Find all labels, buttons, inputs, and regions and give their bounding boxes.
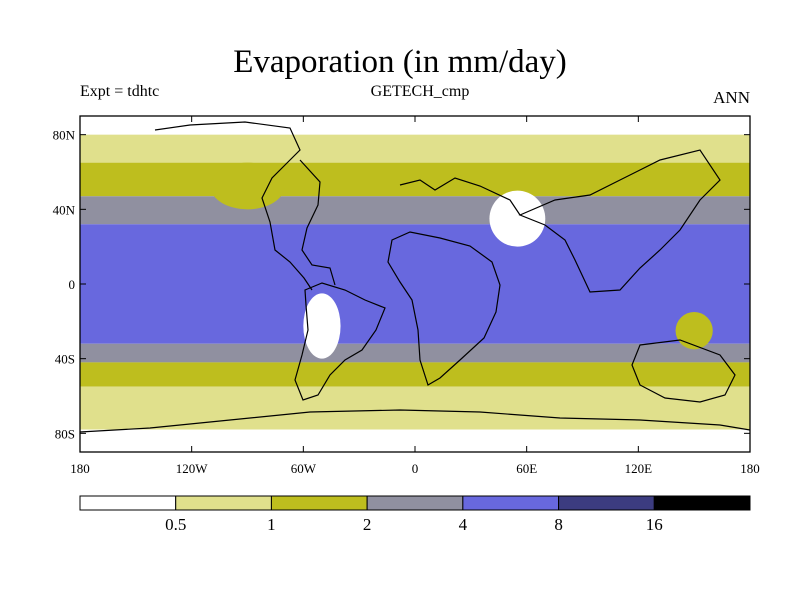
colorbar-swatch-0 <box>79 495 177 511</box>
regional-anomaly-0 <box>303 293 341 359</box>
zonal-band-4 <box>80 224 750 344</box>
colorbar-swatch-1 <box>175 495 272 511</box>
regional-anomaly-1 <box>489 190 546 247</box>
x-tick-label-5: 120E <box>625 461 653 476</box>
y-tick-label-1: 40N <box>53 202 76 217</box>
x-tick-label-0: 180 <box>70 461 90 476</box>
y-tick-label-0: 80N <box>53 128 76 143</box>
zonal-band-6 <box>80 362 750 387</box>
colorbar-swatch-3 <box>366 495 464 511</box>
coastline-central-america <box>299 159 336 286</box>
colorbar-label-2: 2 <box>363 515 372 534</box>
zonal-band-0 <box>80 116 750 135</box>
coastline-south-america <box>294 282 386 401</box>
colorbar-swatch-4 <box>462 495 560 511</box>
x-tick-label-2: 60W <box>291 461 317 476</box>
zonal-band-2 <box>80 162 750 197</box>
colorbar-label-4: 8 <box>554 515 563 534</box>
x-tick-label-1: 120W <box>176 461 209 476</box>
coastline-asia <box>518 149 721 293</box>
coastline-antarctica <box>79 409 751 433</box>
colorbar-label-0: 0.5 <box>165 515 186 534</box>
coastline-north-america <box>154 121 313 291</box>
zonal-band-1 <box>80 134 750 163</box>
coastline-australia <box>631 339 736 403</box>
coastlines <box>79 121 751 433</box>
x-axis: 180 120W 60W 0 60E 120E 180 <box>70 116 760 476</box>
y-tick-label-3: 40S <box>55 352 75 367</box>
period-label: ANN <box>713 88 750 107</box>
x-tick-label-6: 180 <box>740 461 760 476</box>
x-tick-label-4: 60E <box>516 461 537 476</box>
evaporation-field <box>80 116 750 452</box>
colorbar-label-1: 1 <box>267 515 276 534</box>
dataset-label: GETECH_cmp <box>370 83 470 100</box>
colorbar-label-3: 4 <box>459 515 468 534</box>
y-tick-label-4: 80S <box>55 426 75 441</box>
chart-title: Evaporation (in mm/day) <box>233 44 567 80</box>
zonal-band-7 <box>80 386 750 430</box>
y-axis: 80N 40N 0 40S 80S <box>53 128 750 441</box>
zonal-band-3 <box>80 196 750 225</box>
zonal-band-8 <box>80 429 750 452</box>
coastline-europe <box>399 177 521 216</box>
x-tick-label-3: 0 <box>412 461 419 476</box>
coastline-africa <box>387 231 501 386</box>
colorbar-label-5: 16 <box>646 515 663 534</box>
regional-anomaly-2 <box>210 162 285 210</box>
experiment-label: Expt = tdhtc <box>80 83 160 100</box>
colorbar-swatch-6 <box>653 495 751 511</box>
regional-anomaly-3 <box>675 312 713 350</box>
zonal-band-5 <box>80 343 750 363</box>
colorbar-swatch-5 <box>558 495 655 511</box>
y-tick-label-2: 0 <box>69 277 76 292</box>
colorbar: 0.5 1 2 4 8 16 <box>79 495 751 534</box>
colorbar-swatch-2 <box>270 495 368 511</box>
